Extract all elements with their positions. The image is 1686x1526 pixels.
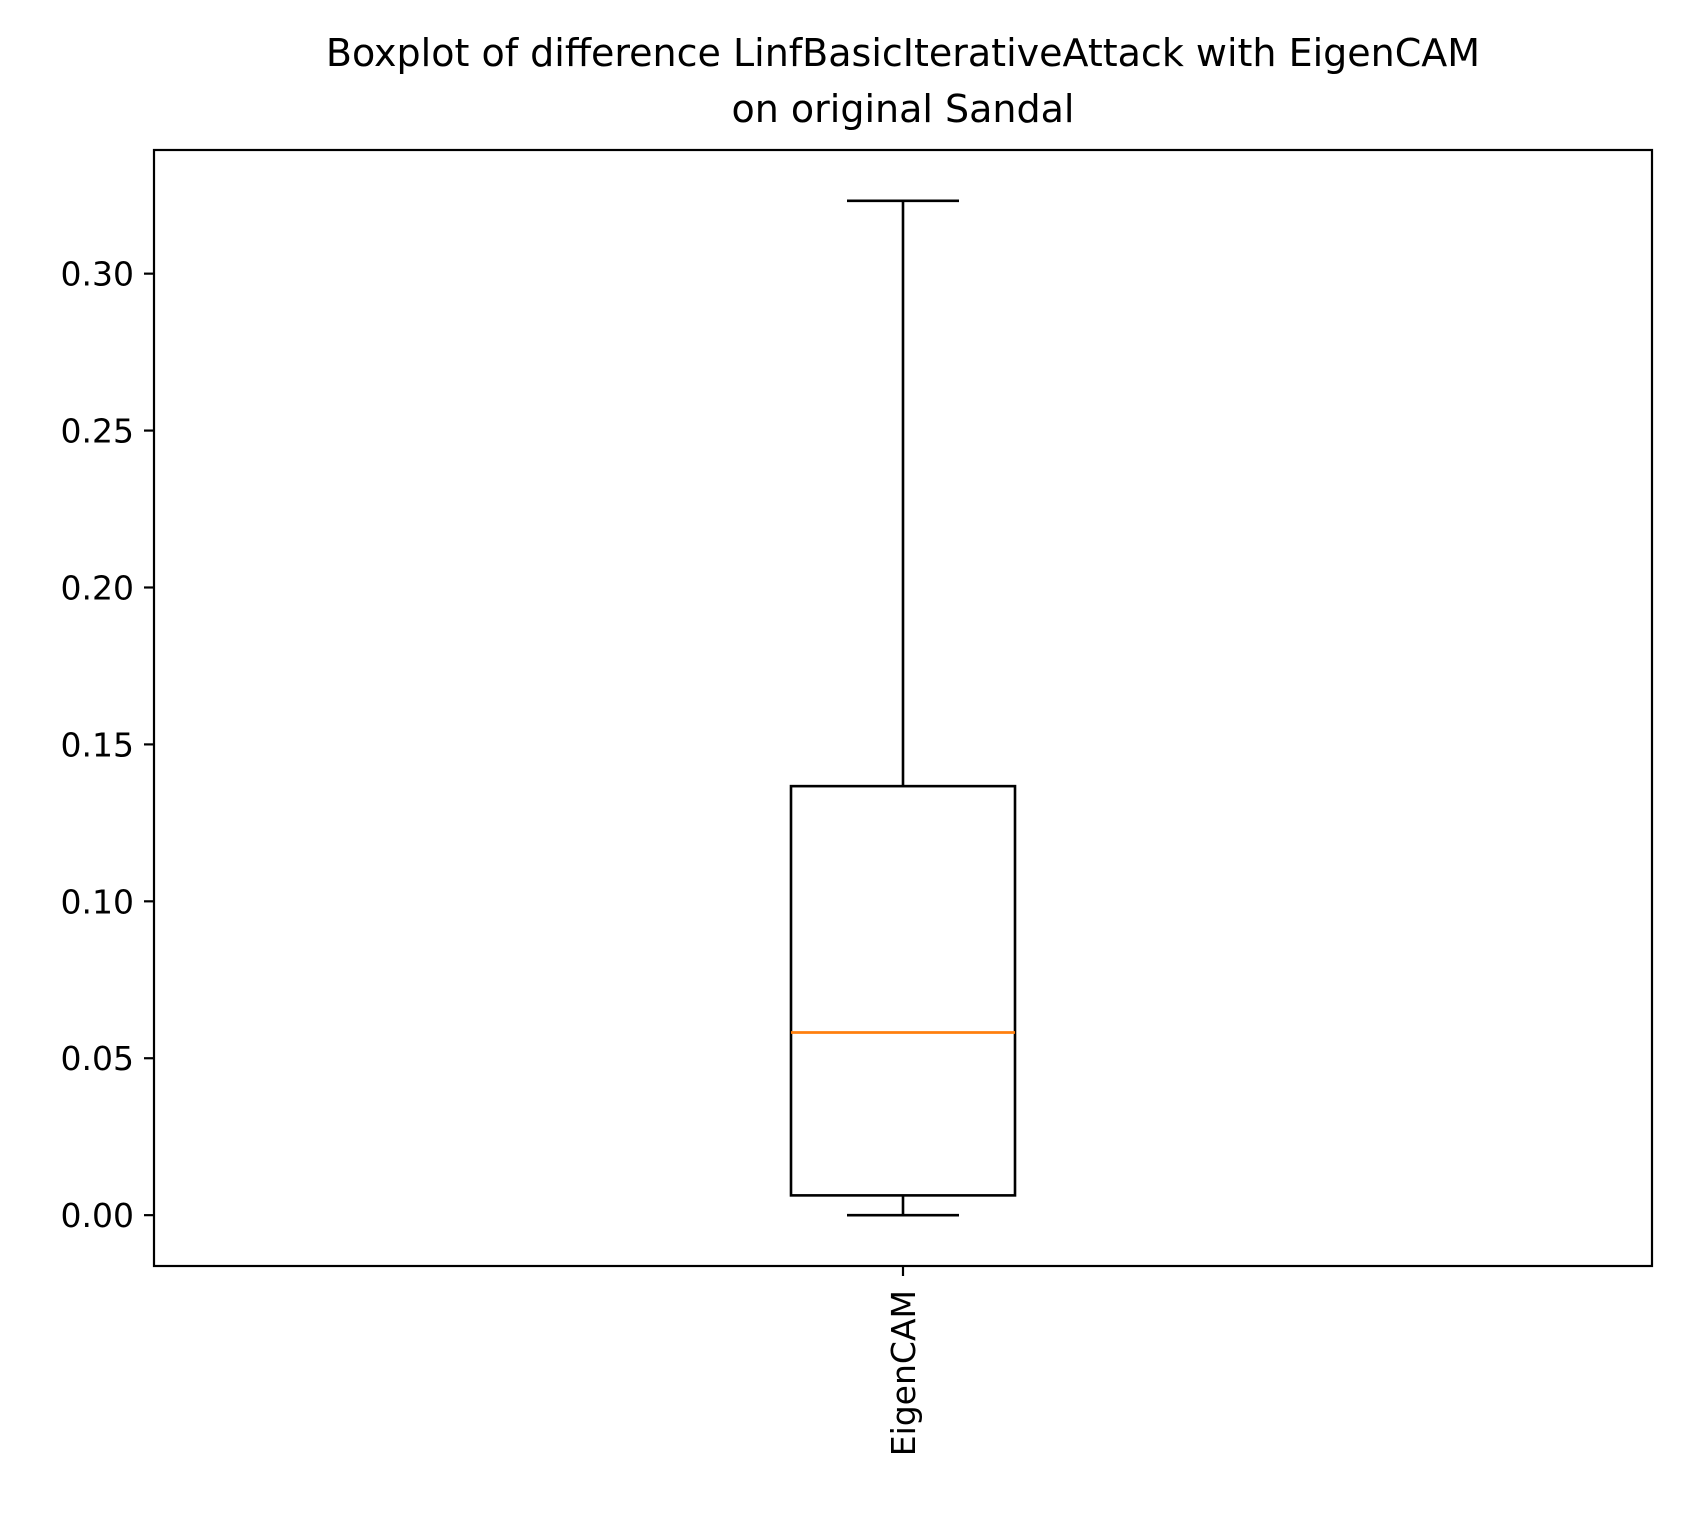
y-tick-label: 0.00 <box>61 1196 134 1235</box>
iqr-box <box>789 784 1017 1197</box>
x-tick-label: EigenCAM <box>884 1290 923 1456</box>
y-axis-ticks: 0.00 0.05 0.10 0.15 0.20 0.25 0.30 <box>61 255 154 1235</box>
box-group <box>789 199 1017 1217</box>
y-tick-label: 0.20 <box>61 568 134 607</box>
chart-title-line-1: Boxplot of difference LinfBasicIterative… <box>326 31 1480 75</box>
y-tick-label: 0.25 <box>61 412 134 451</box>
plot-frame <box>152 148 1654 1268</box>
y-tick-label: 0.10 <box>61 882 134 921</box>
y-tick-label: 0.30 <box>61 255 134 294</box>
y-tick-label: 0.05 <box>61 1039 134 1078</box>
chart-title-line-2: on original Sandal <box>732 87 1075 131</box>
y-tick-label: 0.15 <box>61 725 134 764</box>
x-axis-ticks: EigenCAM <box>884 1266 923 1456</box>
